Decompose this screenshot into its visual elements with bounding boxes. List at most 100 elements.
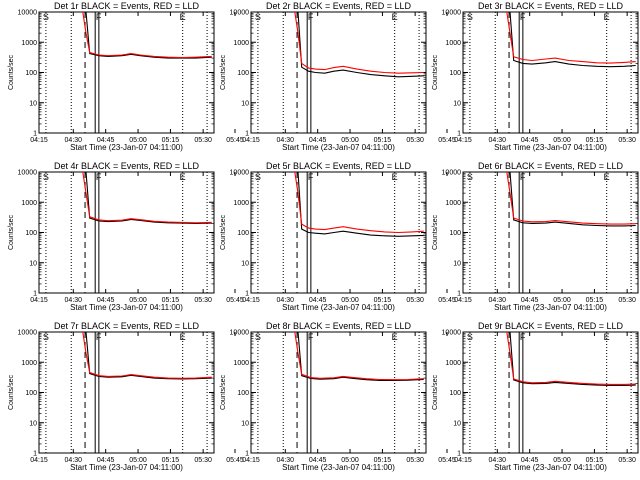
panel-title: Det 1r BLACK = Events, RED = LLD [54, 1, 200, 11]
y-tick-label: 10 [453, 260, 461, 267]
x-tick-label: 05:00 [129, 137, 147, 144]
panel-7: Det 7r BLACK = Events, RED = LLD 1 10 100 10… [8, 321, 244, 472]
y-tick-label: 100 [449, 70, 461, 77]
y-tick-label: 1000 [445, 360, 461, 367]
series-events-line [509, 332, 636, 387]
y-tick-label: 10000 [442, 170, 462, 177]
plot-frame [250, 331, 427, 454]
x-tick-label: 05:15 [586, 297, 604, 304]
y-tick-label: 100 [449, 230, 461, 237]
x-tick-label: 05:15 [374, 297, 392, 304]
x-tick-label: 05:00 [553, 297, 571, 304]
y-tick-label: 1 [245, 131, 249, 138]
x-axis-label: Start Time (23-Jan-07 04:11:00) [70, 303, 183, 312]
x-tick-label: 04:15 [242, 297, 260, 304]
x-axis-label: Start Time (23-Jan-07 04:11:00) [494, 463, 607, 472]
x-tick-label: 05:00 [341, 457, 359, 464]
plot-frame [38, 331, 215, 454]
y-tick-label: 100 [237, 70, 249, 77]
marker-label: F [520, 332, 526, 342]
x-tick-label: 04:30 [489, 457, 507, 464]
series-lld-line [294, 332, 424, 381]
x-tick-label: 05:45 [438, 137, 456, 144]
y-tick-label: 1000 [445, 200, 461, 207]
x-tick-label: 04:30 [277, 297, 295, 304]
x-tick-label: 05:30 [618, 457, 636, 464]
x-tick-label: 05:00 [341, 137, 359, 144]
x-tick-label: 04:30 [277, 137, 295, 144]
y-tick-label: 10000 [18, 330, 38, 337]
panel-title: Det 2r BLACK = Events, RED = LLD [266, 1, 412, 11]
panel-8: Det 8r BLACK = Events, RED = LLD 1 10 100 10… [220, 321, 456, 472]
x-tick-label: 05:45 [226, 297, 244, 304]
x-tick-label: 05:30 [194, 297, 212, 304]
y-tick-label: 1 [457, 131, 461, 138]
x-tick-label: 04:45 [521, 457, 539, 464]
y-tick-label: 1 [33, 131, 37, 138]
series-lld-line [294, 12, 424, 74]
x-tick-label: 05:00 [553, 137, 571, 144]
x-tick-label: 05:00 [129, 457, 147, 464]
x-tick-label: 04:45 [521, 137, 539, 144]
marker-label: F [96, 172, 102, 182]
marker-label: S [255, 12, 261, 22]
x-axis-label: Start Time (23-Jan-07 04:11:00) [70, 463, 183, 472]
x-tick-label: 05:15 [162, 137, 180, 144]
plot-frame [250, 11, 427, 134]
x-tick-label: 04:45 [309, 457, 327, 464]
x-tick-label: 05:00 [553, 457, 571, 464]
x-axis-label: Start Time (23-Jan-07 04:11:00) [282, 303, 395, 312]
series-events-line [85, 12, 212, 59]
x-tick-label: 05:15 [586, 137, 604, 144]
x-axis-label: Start Time (23-Jan-07 04:11:00) [70, 143, 183, 152]
y-tick-label: 100 [25, 390, 37, 397]
panel-title: Det 6r BLACK = Events, RED = LLD [478, 161, 624, 171]
series-events-line [509, 12, 636, 68]
x-tick-label: 04:30 [65, 137, 83, 144]
y-tick-label: 1000 [233, 200, 249, 207]
y-tick-label: 10000 [230, 170, 250, 177]
marker-label: E [392, 332, 398, 342]
x-tick-label: 05:15 [374, 137, 392, 144]
marker-label: S [255, 172, 261, 182]
plot-frame [462, 11, 639, 134]
y-axis-label: Counts/sec [8, 54, 15, 90]
x-tick-label: 05:15 [162, 457, 180, 464]
y-tick-label: 1 [33, 451, 37, 458]
marker-label: F [520, 12, 526, 22]
x-axis-label: Start Time (23-Jan-07 04:11:00) [282, 463, 395, 472]
panel-6: Det 6r BLACK = Events, RED = LLD 1 10 100 10… [432, 161, 639, 312]
x-tick-label: 04:30 [65, 297, 83, 304]
x-tick-label: 05:15 [586, 457, 604, 464]
y-tick-label: 1 [457, 291, 461, 298]
y-tick-label: 100 [25, 70, 37, 77]
plot-frame [462, 171, 639, 294]
x-tick-label: 04:30 [489, 297, 507, 304]
y-tick-label: 10 [241, 100, 249, 107]
marker-label: E [180, 172, 186, 182]
y-tick-label: 10000 [230, 330, 250, 337]
x-tick-label: 05:30 [406, 457, 424, 464]
marker-label: E [392, 12, 398, 22]
marker-label: E [392, 172, 398, 182]
x-axis-label: Start Time (23-Jan-07 04:11:00) [494, 303, 607, 312]
y-tick-label: 10 [29, 100, 37, 107]
y-axis-label: Counts/sec [220, 214, 227, 250]
y-axis-label: Counts/sec [8, 214, 15, 250]
x-tick-label: 04:30 [65, 457, 83, 464]
series-lld-line [82, 332, 212, 379]
x-tick-label: 04:15 [30, 297, 48, 304]
y-tick-label: 100 [237, 390, 249, 397]
x-tick-label: 04:15 [454, 297, 472, 304]
marker-label: S [467, 172, 473, 182]
x-tick-label: 05:45 [226, 137, 244, 144]
marker-label: E [180, 12, 186, 22]
y-axis-label: Counts/sec [432, 214, 439, 250]
y-tick-label: 1 [245, 451, 249, 458]
marker-label: F [96, 332, 102, 342]
series-events-line [297, 332, 424, 382]
marker-label: E [604, 172, 610, 182]
plot-frame [38, 171, 215, 294]
series-lld-line [294, 172, 424, 234]
